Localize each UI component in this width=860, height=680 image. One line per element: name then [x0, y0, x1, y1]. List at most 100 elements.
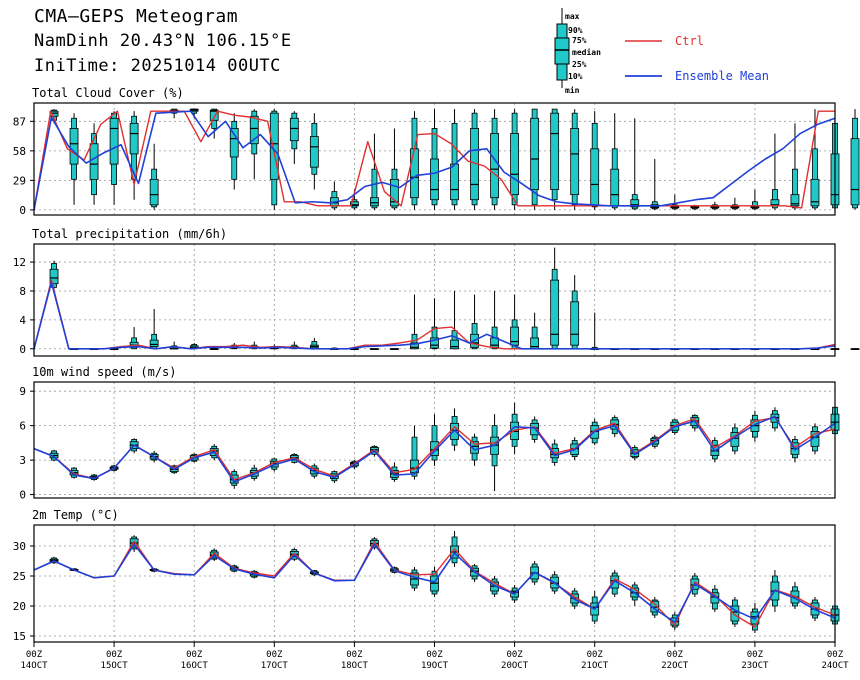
legend: max 90% 75% median 25% 10% min Ctrl Ense… — [554, 8, 769, 94]
y-tick-label: 29 — [13, 174, 26, 187]
box-17 — [370, 133, 379, 210]
init-time-label: IniTime: 20251014 00UTC — [34, 56, 281, 76]
box-2 — [69, 113, 79, 205]
box-10 — [229, 113, 239, 190]
panel-3: 2m Temp (°C) 15 20 25 30 — [13, 508, 840, 643]
box-17 — [370, 348, 379, 350]
box-inner — [89, 143, 99, 180]
y-tick-label: 4 — [19, 314, 26, 327]
box-18 — [390, 348, 399, 350]
box-inner — [149, 178, 159, 206]
box-14 — [309, 113, 319, 190]
box-1 — [49, 260, 59, 291]
legend-label-max: max — [565, 12, 580, 21]
box-23 — [490, 290, 499, 350]
box-31 — [650, 159, 660, 210]
box-inner — [289, 117, 299, 142]
legend-label-75: 75% — [572, 36, 587, 45]
box-23 — [490, 414, 499, 492]
panel-title: 2m Temp (°C) — [32, 508, 119, 522]
x-tick-label-time: 00Z — [587, 650, 604, 660]
box-inner — [450, 339, 459, 350]
x-tick-label-time: 00Z — [266, 650, 283, 660]
x-tick-label-date: 21OCT — [581, 661, 609, 671]
legend-label-min: min — [565, 85, 580, 94]
box-22 — [470, 109, 479, 210]
legend-mean-label: Ensemble Mean — [675, 69, 769, 83]
panel-title: 10m wind speed (m/s) — [32, 365, 177, 379]
box-37 — [770, 407, 780, 432]
box-inner — [69, 128, 79, 165]
box-25 — [530, 312, 540, 350]
x-tick-label-date: 18OCT — [341, 661, 369, 671]
box-30 — [630, 118, 640, 210]
x-tick-label-time: 00Z — [106, 650, 123, 660]
x-tick-label-date: 17OCT — [261, 661, 289, 671]
x-tick-label-time: 00Z — [26, 650, 43, 660]
box-4 — [109, 111, 119, 205]
panel-frame — [33, 243, 836, 357]
box-3 — [89, 123, 99, 205]
box-inner — [710, 592, 720, 604]
page-title: CMA—GEPS Meteogram — [34, 6, 239, 27]
box-35 — [730, 197, 740, 210]
box-32 — [670, 194, 680, 210]
ensemble-mean-line — [33, 110, 836, 211]
box-inner — [590, 148, 600, 206]
box-inner — [510, 133, 520, 196]
box-35 — [730, 423, 740, 455]
location-label: NamDinh 20.43°N 106.15°E — [34, 31, 292, 51]
box-inner — [730, 605, 740, 622]
panel-1: Total precipitation (mm/6h) 0 4 8 12 — [13, 227, 860, 357]
box-inner — [570, 301, 580, 346]
box-inner — [149, 339, 159, 348]
y-tick-label: 6 — [19, 420, 26, 433]
y-tick-label: 20 — [13, 600, 26, 613]
box-28 — [590, 312, 600, 350]
x-axis: 00Z14OCT00Z15OCT00Z16OCT00Z17OCT00Z18OCT… — [20, 642, 849, 671]
x-tick-label-date: 22OCT — [661, 661, 689, 671]
box-inner — [49, 268, 59, 285]
box-24 — [510, 109, 520, 210]
box-6 — [149, 143, 159, 210]
box-inner — [570, 128, 580, 196]
legend-label-25: 25% — [572, 60, 587, 69]
legend-box-inner — [554, 37, 570, 65]
legend-label-90: 90% — [568, 26, 583, 35]
legend-ctrl-label: Ctrl — [675, 34, 704, 48]
box-19 — [410, 567, 419, 591]
box-outer — [411, 436, 418, 477]
panel-title: Total precipitation (mm/6h) — [32, 227, 227, 241]
box-5 — [129, 111, 139, 200]
box-inner — [390, 178, 399, 207]
box-26 — [550, 108, 560, 210]
box-33 — [690, 204, 700, 210]
box-inner — [229, 128, 239, 158]
box-outer — [371, 168, 378, 209]
box-inner — [490, 133, 499, 199]
box-inner — [309, 136, 319, 168]
box-36 — [750, 189, 760, 210]
box-26 — [550, 247, 560, 350]
box-20 — [430, 414, 439, 466]
x-tick-label-time: 00Z — [186, 650, 203, 660]
ensemble-mean-line — [33, 543, 836, 624]
box-21 — [450, 109, 459, 210]
box-20 — [430, 109, 439, 210]
y-tick-label: 12 — [13, 256, 26, 269]
box-21 — [450, 290, 459, 350]
box-inner — [109, 117, 119, 165]
box-41 — [850, 348, 860, 350]
box-41 — [850, 109, 860, 210]
x-tick-label-time: 00Z — [827, 650, 844, 660]
legend-label-median: median — [572, 47, 601, 57]
x-tick-label-time: 00Z — [667, 650, 684, 660]
box-inner — [550, 112, 560, 190]
box-inner — [550, 279, 560, 346]
box-inner — [129, 122, 139, 155]
x-tick-label-time: 00Z — [346, 650, 363, 660]
box-14 — [309, 337, 319, 350]
y-tick-label: 25 — [13, 570, 26, 583]
box-inner — [630, 199, 640, 208]
panel-frame — [33, 381, 836, 499]
